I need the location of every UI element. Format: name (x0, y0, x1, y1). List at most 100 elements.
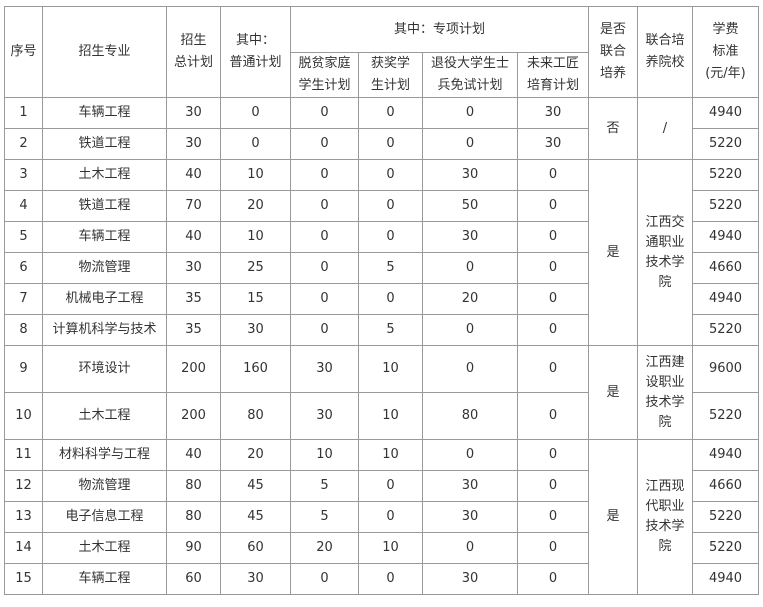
cell-total: 90 (166, 532, 221, 564)
cell-poverty: 0 (290, 128, 359, 160)
table-row: 13 电子信息工程 80 45 5 0 30 0 5220 (4, 501, 759, 533)
cell-regular: 10 (220, 221, 291, 253)
cell-regular: 0 (220, 97, 291, 129)
cell-total: 40 (166, 159, 221, 191)
cell-veteran: 0 (422, 252, 518, 284)
cell-award: 0 (358, 283, 423, 315)
cell-regular: 20 (220, 439, 291, 471)
cell-joint: 是 (588, 159, 638, 346)
cell-regular: 10 (220, 159, 291, 191)
cell-poverty: 5 (290, 470, 359, 502)
cell-craftsman: 0 (517, 252, 589, 284)
cell-regular: 15 (220, 283, 291, 315)
cell-craftsman: 0 (517, 221, 589, 253)
cell-regular: 0 (220, 128, 291, 160)
table-row: 15 车辆工程 60 30 0 0 30 0 4940 (4, 563, 759, 595)
cell-seq: 6 (4, 252, 43, 284)
cell-fee: 5220 (692, 314, 759, 346)
cell-joint: 否 (588, 97, 638, 160)
cell-fee: 5220 (692, 128, 759, 160)
cell-major: 铁道工程 (42, 128, 167, 160)
cell-award: 0 (358, 128, 423, 160)
header-seq: 序号 (4, 6, 43, 98)
table-body: 1 车辆工程 30 0 0 0 0 30 否/4940 2 铁道工程 30 0 0 0 0 30 5220 3 土木工… (4, 97, 759, 595)
cell-poverty: 0 (290, 314, 359, 346)
table-row: 14 土木工程 90 60 20 10 0 0 5220 (4, 532, 759, 564)
header-poverty: 脱贫家庭 学生计划 (290, 52, 359, 98)
cell-joint: 是 (588, 345, 638, 440)
cell-craftsman: 0 (517, 345, 589, 393)
cell-major: 铁道工程 (42, 190, 167, 222)
cell-veteran: 50 (422, 190, 518, 222)
cell-seq: 5 (4, 221, 43, 253)
cell-joint: 是 (588, 439, 638, 595)
cell-major: 土木工程 (42, 532, 167, 564)
cell-award: 10 (358, 532, 423, 564)
cell-seq: 7 (4, 283, 43, 315)
cell-craftsman: 0 (517, 190, 589, 222)
header-regular: 其中： 普通计划 (220, 6, 291, 98)
cell-total: 70 (166, 190, 221, 222)
cell-craftsman: 0 (517, 501, 589, 533)
cell-fee: 4940 (692, 439, 759, 471)
header-veteran: 退役大学生士 兵免试计划 (422, 52, 518, 98)
cell-fee: 5220 (692, 532, 759, 564)
cell-fee: 4660 (692, 252, 759, 284)
cell-fee: 4940 (692, 97, 759, 129)
table-row: 1 车辆工程 30 0 0 0 0 30 否/4940 (4, 97, 759, 160)
cell-craftsman: 0 (517, 563, 589, 595)
cell-major: 环境设计 (42, 345, 167, 393)
cell-poverty: 0 (290, 283, 359, 315)
cell-craftsman: 0 (517, 283, 589, 315)
cell-poverty: 5 (290, 501, 359, 533)
cell-total: 40 (166, 221, 221, 253)
cell-total: 80 (166, 470, 221, 502)
header-special: 其中：专项计划 (290, 6, 589, 53)
cell-total: 80 (166, 501, 221, 533)
cell-total: 35 (166, 283, 221, 315)
cell-total: 30 (166, 128, 221, 160)
cell-veteran: 80 (422, 392, 518, 440)
cell-major: 车辆工程 (42, 221, 167, 253)
cell-major: 物流管理 (42, 470, 167, 502)
cell-partner: 江西现 代职业 技术学 院 (637, 439, 693, 595)
header-joint: 是否 联合 培养 (588, 6, 638, 98)
cell-fee: 5220 (692, 159, 759, 191)
cell-partner: 江西交 通职业 技术学 院 (637, 159, 693, 346)
cell-seq: 15 (4, 563, 43, 595)
cell-seq: 3 (4, 159, 43, 191)
cell-award: 10 (358, 345, 423, 393)
cell-major: 计算机科学与技术 (42, 314, 167, 346)
cell-regular: 30 (220, 563, 291, 595)
cell-fee: 4660 (692, 470, 759, 502)
cell-total: 30 (166, 97, 221, 129)
cell-seq: 14 (4, 532, 43, 564)
cell-veteran: 0 (422, 128, 518, 160)
cell-fee: 4940 (692, 283, 759, 315)
cell-craftsman: 0 (517, 532, 589, 564)
cell-award: 10 (358, 439, 423, 471)
cell-seq: 12 (4, 470, 43, 502)
cell-seq: 4 (4, 190, 43, 222)
cell-veteran: 0 (422, 439, 518, 471)
cell-craftsman: 30 (517, 97, 589, 129)
cell-major: 机械电子工程 (42, 283, 167, 315)
cell-veteran: 30 (422, 470, 518, 502)
cell-major: 材料科学与工程 (42, 439, 167, 471)
cell-total: 60 (166, 563, 221, 595)
cell-craftsman: 0 (517, 392, 589, 440)
cell-fee: 5220 (692, 190, 759, 222)
header-fee: 学费 标准 (元/年) (692, 6, 759, 98)
cell-major: 电子信息工程 (42, 501, 167, 533)
cell-major: 物流管理 (42, 252, 167, 284)
cell-award: 0 (358, 221, 423, 253)
cell-veteran: 30 (422, 221, 518, 253)
cell-veteran: 0 (422, 532, 518, 564)
cell-seq: 2 (4, 128, 43, 160)
cell-award: 0 (358, 501, 423, 533)
cell-veteran: 30 (422, 563, 518, 595)
cell-total: 40 (166, 439, 221, 471)
cell-regular: 25 (220, 252, 291, 284)
cell-regular: 160 (220, 345, 291, 393)
cell-major: 车辆工程 (42, 563, 167, 595)
